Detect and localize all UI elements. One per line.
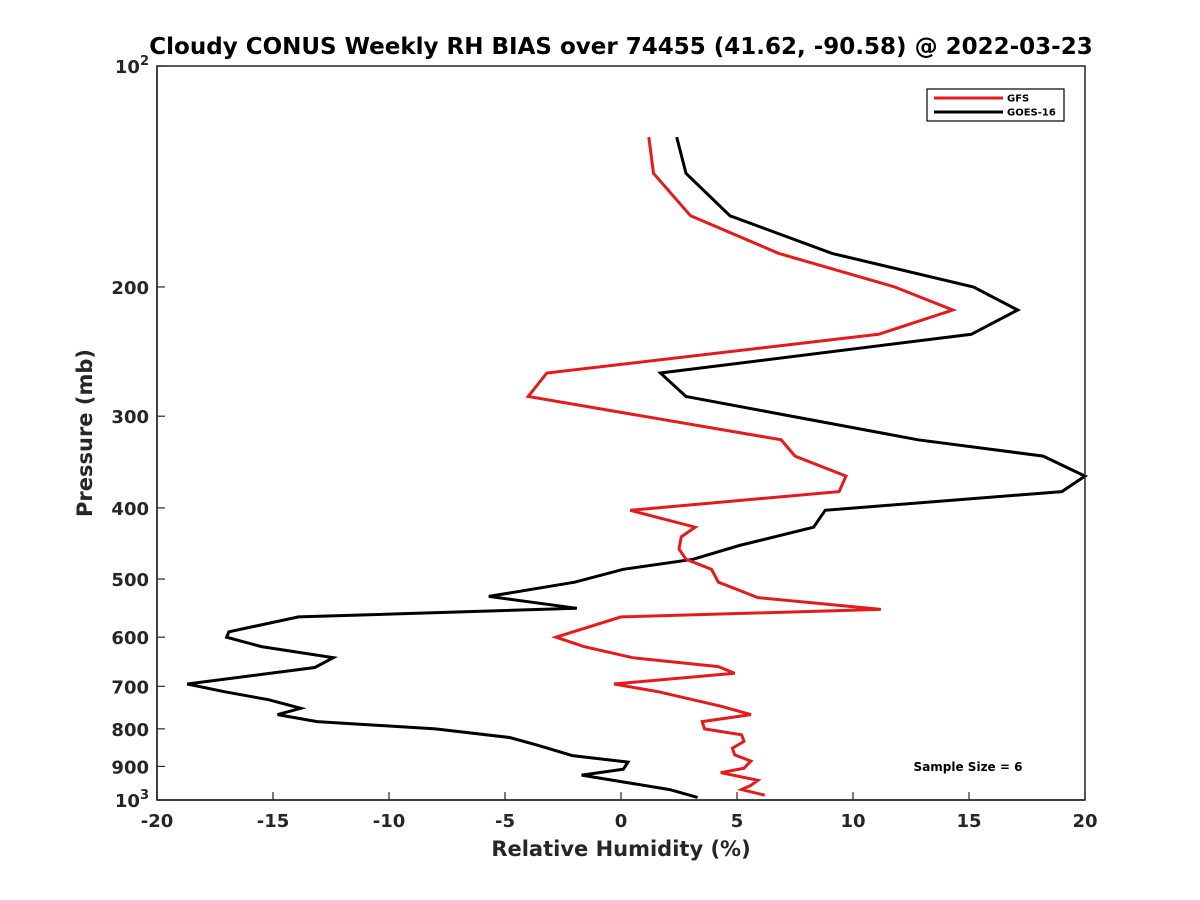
y-tick-label: 600 (111, 628, 149, 649)
y-tick-label: 300 (111, 407, 149, 428)
y-tick-label: 200 (111, 278, 149, 299)
y-ticks: 102 200 300 400 500 600 700 800 900 103 (111, 54, 165, 812)
x-ticks: -20 -15 -10 -5 0 5 10 15 20 (141, 792, 1098, 832)
x-tick-label: -10 (373, 811, 406, 832)
x-axis-label: Relative Humidity (%) (491, 837, 750, 861)
x-tick-label: 5 (731, 811, 744, 832)
legend-box (926, 88, 1065, 122)
y-tick-label: 700 (111, 677, 149, 698)
x-tick-label: 20 (1072, 811, 1097, 832)
chart-title: Cloudy CONUS Weekly RH BIAS over 74455 (… (149, 34, 1092, 60)
legend-label: GFS (1007, 94, 1029, 105)
x-tick-label: -5 (495, 811, 515, 832)
y-axis-label: Pressure (mb) (73, 349, 97, 517)
plot-frame (156, 65, 1086, 801)
y-tick-label: 500 (111, 570, 149, 591)
y-tick-label: 900 (111, 757, 149, 778)
y-tick-label: 103 (115, 788, 149, 812)
series-line-goes-16 (186, 136, 1089, 799)
plot-area: -20 -15 -10 -5 0 5 10 15 20 102 200 300 400 500 600 70… (111, 54, 1097, 832)
x-tick-label: 15 (956, 811, 981, 832)
legend-label: GOES-16 (1007, 108, 1056, 119)
legend-entries: GFS GOES-16 (934, 94, 1056, 119)
x-tick-label: -15 (257, 811, 290, 832)
y-tick-label: 102 (115, 54, 149, 78)
series-layer (186, 136, 1089, 799)
y-tick-label: 400 (111, 499, 149, 520)
sample-size-annotation: Sample Size = 6 (914, 760, 1023, 774)
series-line-gfs (525, 136, 958, 797)
x-tick-label: -20 (141, 811, 174, 832)
x-tick-label: 10 (840, 811, 865, 832)
y-tick-label: 800 (111, 720, 149, 741)
legend: GFS GOES-16 (926, 88, 1065, 122)
x-tick-label: 0 (615, 811, 628, 832)
